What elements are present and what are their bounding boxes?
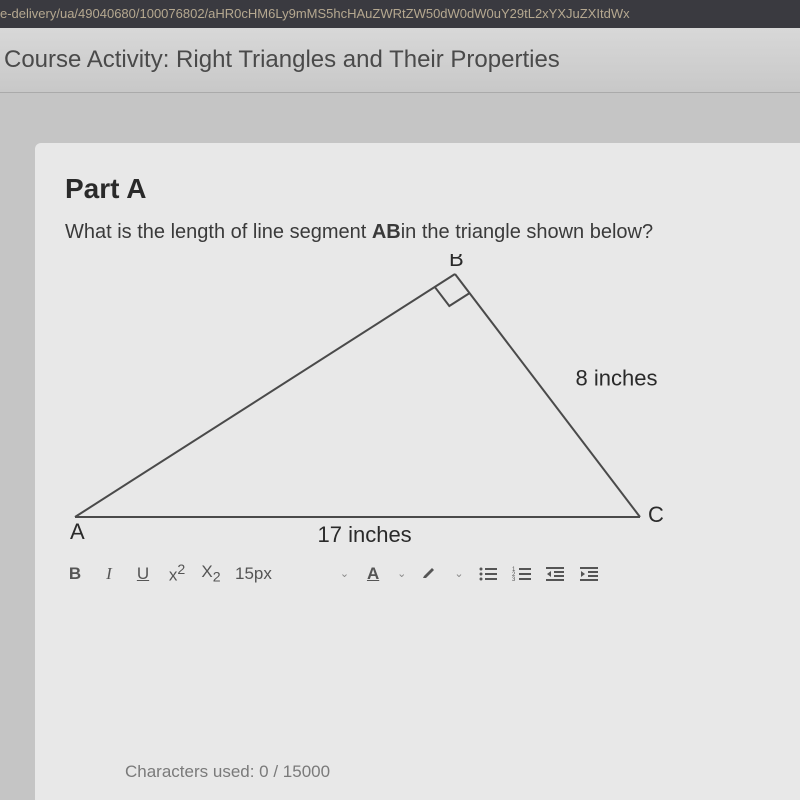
prompt-bold: AB (372, 221, 401, 243)
triangle-svg: A B C 17 inches 8 inches (65, 254, 705, 544)
indent-increase-button[interactable] (580, 564, 600, 584)
indent-decrease-button[interactable] (546, 564, 566, 584)
course-title: Course Activity: Right Triangles and The… (0, 28, 800, 93)
svg-text:C: C (648, 502, 664, 527)
character-count: Characters used: 0 / 15000 (125, 762, 330, 782)
svg-text:B: B (449, 254, 464, 271)
address-bar[interactable]: e-delivery/ua/49040680/100076802/aHR0cHM… (0, 0, 800, 28)
bulleted-list-button[interactable] (478, 564, 498, 584)
dropdown-caret-3[interactable]: ⌄ (454, 567, 463, 580)
fontsize-select[interactable]: 15px (235, 564, 272, 584)
numbered-list-icon: 1 2 3 (512, 566, 532, 582)
highlight-icon (421, 562, 439, 580)
subscript-button[interactable]: X2 (201, 562, 221, 585)
highlight-button[interactable] (420, 562, 440, 585)
course-title-text: Course Activity: Right Triangles and The… (4, 46, 560, 73)
dropdown-caret-2[interactable]: ⌄ (397, 567, 406, 580)
indent-decrease-icon (546, 566, 566, 582)
dropdown-caret-1[interactable]: ⌄ (340, 567, 349, 580)
bold-button[interactable]: B (65, 564, 85, 584)
italic-button[interactable]: I (99, 564, 119, 584)
editor-toolbar: B I U x2 X2 15px ⌄ A ⌄ ⌄ (65, 554, 790, 594)
prompt-after: in the triangle shown below? (401, 221, 653, 243)
numbered-list-button[interactable]: 1 2 3 (512, 564, 532, 584)
bulleted-list-icon (478, 566, 498, 582)
fontcolor-button[interactable]: A (363, 564, 383, 584)
svg-text:A: A (70, 519, 85, 544)
part-heading: Part A (65, 173, 790, 205)
url-text: e-delivery/ua/49040680/100076802/aHR0cHM… (0, 6, 630, 21)
superscript-button[interactable]: x2 (167, 562, 187, 586)
question-text: What is the length of line segment ABin … (65, 221, 790, 244)
indent-increase-icon (580, 566, 600, 582)
prompt-before: What is the length of line segment (65, 221, 372, 243)
svg-text:17 inches: 17 inches (318, 522, 412, 544)
underline-button[interactable]: U (133, 564, 153, 584)
svg-text:3: 3 (512, 577, 516, 582)
main-panel: Part A What is the length of line segmen… (35, 143, 800, 800)
content-area: Course Activity: Right Triangles and The… (0, 28, 800, 800)
svg-text:8 inches: 8 inches (576, 366, 658, 391)
triangle-diagram: A B C 17 inches 8 inches (65, 254, 705, 544)
